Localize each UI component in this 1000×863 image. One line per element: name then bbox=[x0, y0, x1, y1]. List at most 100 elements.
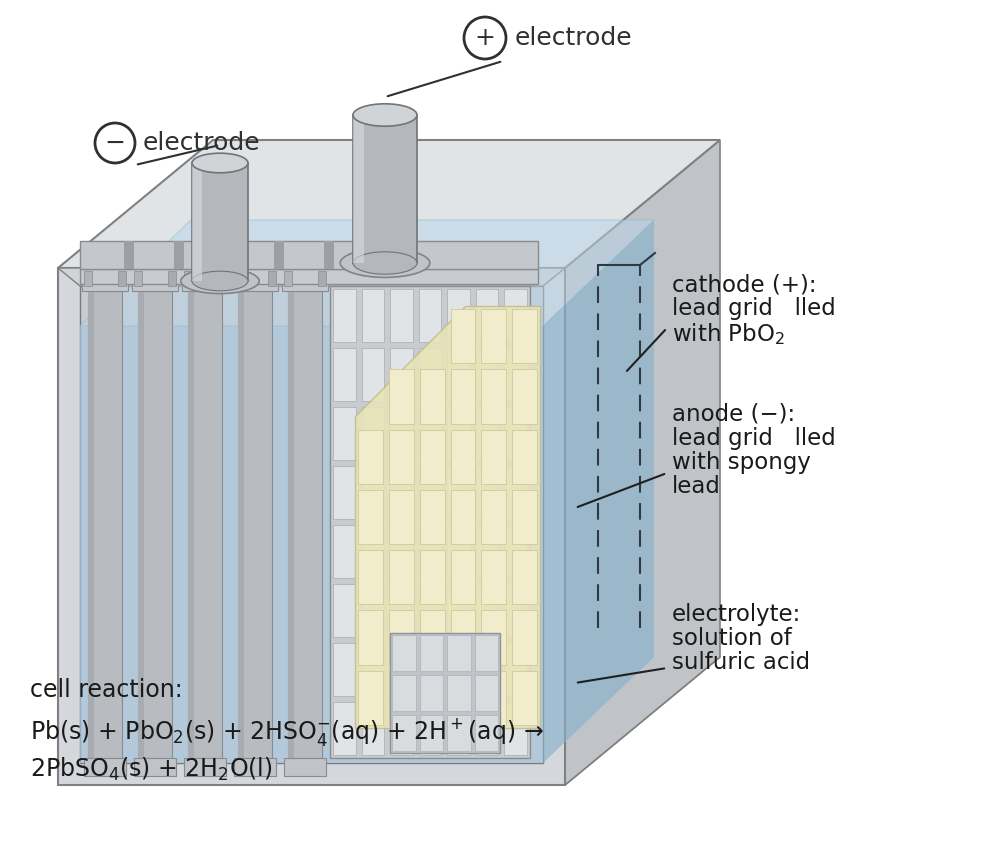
Polygon shape bbox=[419, 348, 441, 401]
Polygon shape bbox=[504, 466, 527, 519]
Polygon shape bbox=[82, 269, 128, 291]
Polygon shape bbox=[118, 271, 126, 286]
Text: lead: lead bbox=[672, 475, 721, 498]
Polygon shape bbox=[288, 291, 294, 758]
Polygon shape bbox=[234, 271, 242, 286]
Polygon shape bbox=[447, 635, 471, 671]
Polygon shape bbox=[188, 291, 222, 758]
Polygon shape bbox=[389, 550, 414, 604]
Ellipse shape bbox=[192, 154, 248, 173]
Polygon shape bbox=[447, 584, 470, 637]
Polygon shape bbox=[124, 241, 134, 269]
Polygon shape bbox=[512, 671, 537, 725]
Text: 2PbSO$_4$(s) + 2H$_2$O(l): 2PbSO$_4$(s) + 2H$_2$O(l) bbox=[30, 756, 273, 784]
Polygon shape bbox=[88, 291, 122, 758]
Polygon shape bbox=[392, 675, 416, 711]
Polygon shape bbox=[476, 348, 498, 401]
Polygon shape bbox=[512, 430, 537, 484]
Polygon shape bbox=[504, 584, 527, 637]
Polygon shape bbox=[447, 407, 470, 460]
Polygon shape bbox=[565, 140, 720, 785]
Polygon shape bbox=[333, 289, 356, 342]
Polygon shape bbox=[58, 657, 720, 785]
Polygon shape bbox=[288, 291, 322, 758]
Polygon shape bbox=[481, 550, 506, 604]
Polygon shape bbox=[450, 550, 475, 604]
Polygon shape bbox=[420, 369, 444, 424]
Polygon shape bbox=[284, 271, 292, 286]
Polygon shape bbox=[420, 635, 443, 671]
Polygon shape bbox=[450, 671, 475, 725]
Polygon shape bbox=[476, 643, 498, 696]
Polygon shape bbox=[420, 430, 444, 484]
Polygon shape bbox=[504, 407, 527, 460]
Polygon shape bbox=[512, 610, 537, 665]
Polygon shape bbox=[218, 271, 226, 286]
Polygon shape bbox=[419, 466, 441, 519]
Polygon shape bbox=[389, 430, 414, 484]
Text: cell reaction:: cell reaction: bbox=[30, 678, 183, 702]
Polygon shape bbox=[168, 271, 176, 286]
Polygon shape bbox=[174, 241, 184, 269]
Polygon shape bbox=[481, 671, 506, 725]
Polygon shape bbox=[512, 490, 537, 545]
Polygon shape bbox=[58, 140, 720, 268]
Polygon shape bbox=[80, 326, 543, 763]
Polygon shape bbox=[238, 291, 244, 758]
Polygon shape bbox=[419, 289, 441, 342]
Polygon shape bbox=[450, 490, 475, 545]
Polygon shape bbox=[481, 369, 506, 424]
Polygon shape bbox=[362, 702, 384, 755]
Polygon shape bbox=[389, 369, 414, 424]
Polygon shape bbox=[447, 289, 470, 342]
Polygon shape bbox=[138, 291, 144, 758]
Polygon shape bbox=[362, 289, 384, 342]
Polygon shape bbox=[447, 675, 471, 711]
Polygon shape bbox=[358, 610, 383, 665]
Polygon shape bbox=[447, 466, 470, 519]
Polygon shape bbox=[138, 291, 172, 758]
Polygon shape bbox=[333, 348, 356, 401]
Polygon shape bbox=[481, 490, 506, 545]
Polygon shape bbox=[333, 702, 356, 755]
Polygon shape bbox=[333, 584, 356, 637]
Polygon shape bbox=[58, 268, 565, 286]
Polygon shape bbox=[447, 525, 470, 578]
Text: sulfuric acid: sulfuric acid bbox=[672, 651, 810, 674]
Polygon shape bbox=[450, 430, 475, 484]
Polygon shape bbox=[80, 220, 654, 326]
Polygon shape bbox=[88, 291, 94, 758]
Polygon shape bbox=[504, 289, 527, 342]
Polygon shape bbox=[447, 702, 470, 755]
Polygon shape bbox=[268, 271, 276, 286]
Polygon shape bbox=[504, 348, 527, 401]
Polygon shape bbox=[362, 584, 384, 637]
Polygon shape bbox=[390, 466, 413, 519]
Polygon shape bbox=[504, 643, 527, 696]
Polygon shape bbox=[389, 490, 414, 545]
Polygon shape bbox=[134, 758, 176, 776]
Polygon shape bbox=[419, 702, 441, 755]
Polygon shape bbox=[182, 269, 228, 291]
Polygon shape bbox=[324, 241, 334, 269]
Polygon shape bbox=[362, 643, 384, 696]
Polygon shape bbox=[134, 271, 142, 286]
Polygon shape bbox=[355, 306, 540, 728]
Polygon shape bbox=[390, 407, 413, 460]
Polygon shape bbox=[333, 466, 356, 519]
Polygon shape bbox=[420, 671, 444, 725]
Polygon shape bbox=[481, 430, 506, 484]
Text: solution of: solution of bbox=[672, 627, 792, 650]
Polygon shape bbox=[420, 490, 444, 545]
Text: with spongy: with spongy bbox=[672, 451, 811, 474]
Text: anode (−):: anode (−): bbox=[672, 403, 795, 426]
Polygon shape bbox=[390, 525, 413, 578]
Polygon shape bbox=[358, 550, 383, 604]
Text: lead grid   lled: lead grid lled bbox=[672, 427, 836, 450]
Polygon shape bbox=[358, 490, 383, 545]
Polygon shape bbox=[481, 610, 506, 665]
Polygon shape bbox=[362, 525, 384, 578]
Polygon shape bbox=[420, 715, 443, 751]
Polygon shape bbox=[238, 291, 272, 758]
Polygon shape bbox=[358, 430, 383, 484]
